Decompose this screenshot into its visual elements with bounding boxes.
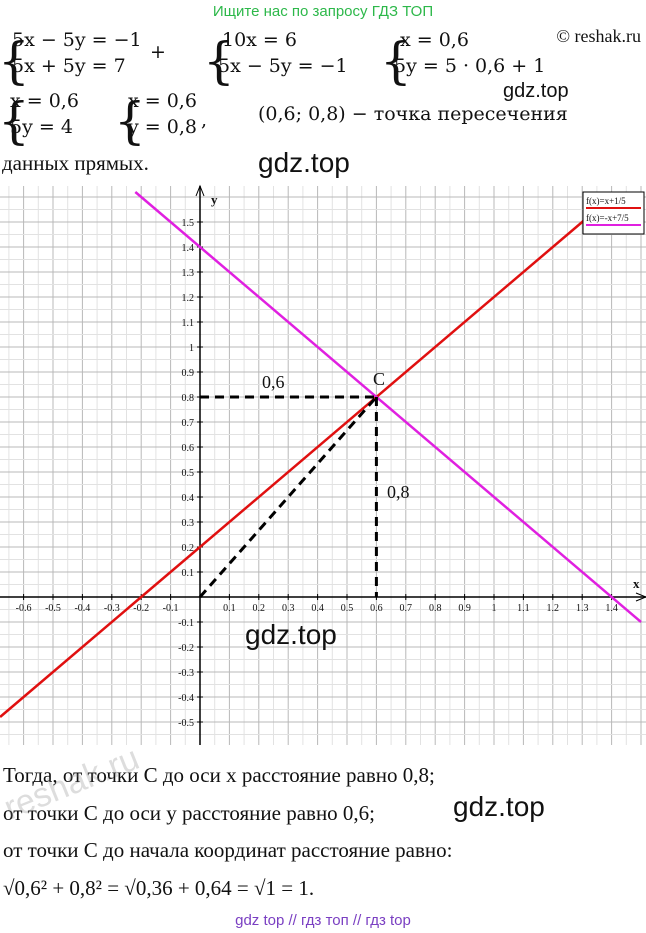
graph: y x -0.6 -0.5 -0.4 -0.3 -0.2 -0.1 0.1 0.2 0.3 0.4 0.… [0,184,646,745]
y-tick-label: 1.3 [182,268,195,279]
y-tick-label: 0.3 [182,518,195,529]
axis-label: x [633,576,640,591]
x-tick-label: -0.3 [104,603,120,614]
x-tick-label: 1.4 [605,603,618,614]
y-tick-label: 0.1 [182,568,195,579]
x-tick-label: 0.8 [429,603,442,614]
copyright: © reshak.ru [556,26,641,46]
equation: 10x = 6 [222,29,297,51]
y-tick-label: -0.5 [178,718,194,729]
y-tick-label: -0.2 [178,643,194,654]
y-tick-label: 0.9 [182,368,195,379]
equation: 5y = 5 · 0,6 + 1 [394,55,545,77]
footer: gdz top // гдз топ // гдз top [235,912,411,929]
x-tick-label: -0.5 [45,603,61,614]
x-tick-label: 1 [492,603,497,614]
intersection: (0,6; 0,8) − точка пересечения [258,103,568,125]
label: 0,8 [387,482,410,502]
comma: , [201,109,207,131]
watermark: gdz.top [245,619,337,650]
x-tick-label: 0.4 [311,603,324,614]
equation: x = 0,6 [10,90,79,112]
y-tick-label: 0.5 [182,468,195,479]
y-tick-label: -0.1 [178,618,194,629]
legend-entry: f(x)=x+1/5 [586,196,626,206]
watermark: gdz.top [453,791,545,822]
x-tick-label: -0.2 [133,603,149,614]
legend-entry: f(x)=-x+7/5 [586,213,629,223]
x-tick-label: 0.6 [370,603,383,614]
conclusion-line: от точки C до начала координат расстояни… [3,838,453,862]
x-tick-label: -0.1 [163,603,179,614]
y-tick-label: 1.4 [182,243,195,254]
brace: { [0,32,30,90]
y-tick-label: 0.6 [182,443,195,454]
y-tick-label: 0.2 [182,543,195,554]
equation: x = 0,6 [400,29,469,51]
watermark: gdz.top [258,147,350,178]
equation: y = 0,8 [127,116,197,138]
brace: { [203,32,235,90]
brace: { [0,92,30,150]
x-tick-label: 0.7 [400,603,413,614]
x-tick-label: 1.1 [517,603,530,614]
line-red [0,218,586,718]
y-tick-label: 1.2 [182,293,195,304]
y-tick-label: -0.4 [178,693,194,704]
x-tick-label: -0.6 [16,603,32,614]
watermark: gdz.top [503,80,569,102]
equation: 5y = 4 [10,116,73,138]
brace: { [114,92,146,150]
equation: 5x − 5y = −1 [12,29,142,51]
y-tick-label: 0.7 [182,418,195,429]
x-tick-label: 0.5 [341,603,354,614]
x-tick-label: -0.4 [74,603,90,614]
y-tick-label: -0.3 [178,668,194,679]
line-magenta [134,191,642,623]
x-tick-label: 1.2 [547,603,560,614]
x-tick-label: 0.9 [458,603,471,614]
legend-box [582,191,645,235]
x-tick-label: 0.3 [282,603,295,614]
search-hint: Ищите нас по запросу ГДЗ ТОП [213,3,433,20]
conclusion-line: √0,6² + 0,8² = √0,36 + 0,64 = √1 = 1. [3,876,314,900]
equation: 5x − 5y = −1 [218,55,348,77]
intersection-end: данных прямых. [2,151,149,175]
y-tick-label: 1 [189,343,194,354]
y-tick-label: 0.8 [182,393,195,404]
brace: { [380,32,412,90]
arrow [635,592,646,602]
axis-label: y [211,192,218,207]
x-tick-label: 0.1 [223,603,236,614]
plus: + [150,41,166,63]
y-tick-label: 1.5 [182,218,195,229]
equation: x = 0,6 [128,90,197,112]
label: C [373,369,385,389]
y-tick-label: 1.1 [182,318,195,329]
label: 0,6 [262,372,285,392]
y-tick-label: 0.4 [182,493,195,504]
x-tick-label: 1.3 [576,603,589,614]
x-tick-label: 0.2 [253,603,266,614]
conclusion-line: от точки C до оси y расстояние равно 0,6… [3,801,375,825]
conclusion-line: Тогда, от точки C до оси x расстояние ра… [3,763,435,787]
arrow [195,184,205,197]
equation: 5x + 5y = 7 [12,55,126,77]
